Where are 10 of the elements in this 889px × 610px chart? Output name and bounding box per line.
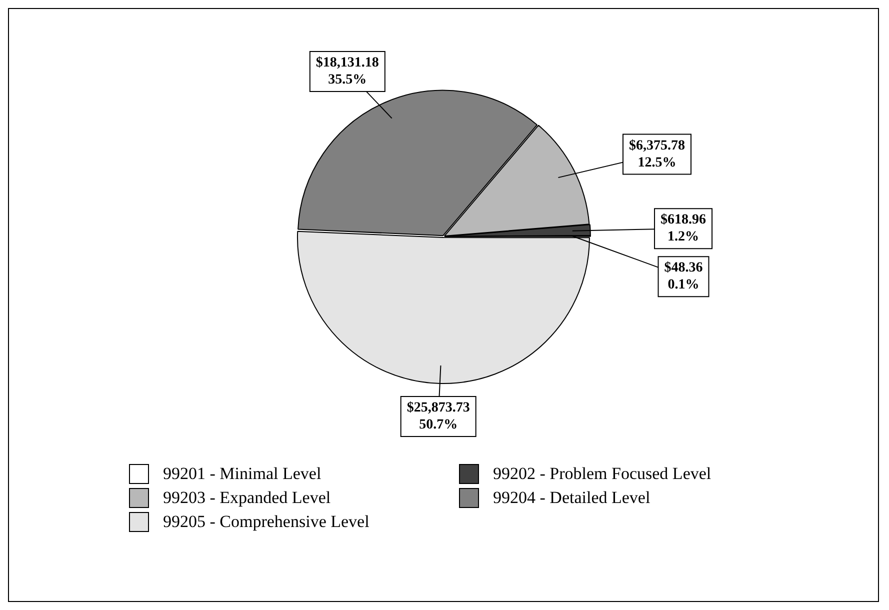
data-label: $25,873.73 50.7% [406,400,470,433]
legend-label: 99202 - Problem Focused Level [493,464,712,484]
data-label: $618.96 1.2% [660,212,706,245]
legend-label: 99204 - Detailed Level [493,488,650,508]
legend-label: 99203 - Expanded Level [163,488,331,508]
data-label: $18,131.18 35.5% [316,56,379,88]
legend-label: 99201 - Minimal Level [163,464,322,484]
data-label: $6,375.78 12.5% [628,138,685,170]
data-label: $48.36 0.1% [664,260,703,293]
legend-label: 99205 - Comprehensive Level [163,512,370,532]
